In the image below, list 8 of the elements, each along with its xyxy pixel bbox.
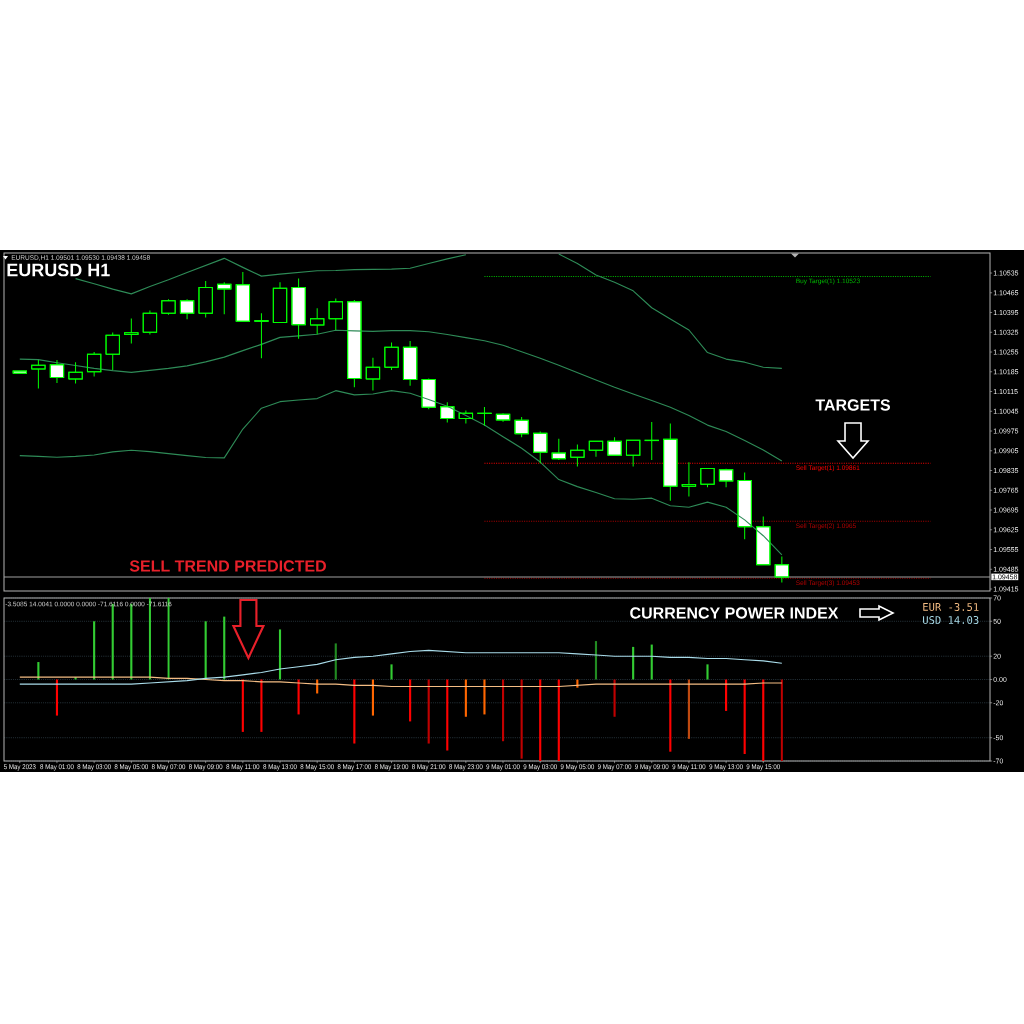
- annotation: SELL TREND PREDICTED: [129, 560, 326, 572]
- text: -3.51: [949, 603, 979, 611]
- chart-title: EURUSD H1: [7, 263, 110, 277]
- text: USD: [923, 616, 941, 624]
- annotation: CURRENCY POWER INDEX: [630, 607, 839, 619]
- text: EUR: [923, 603, 942, 611]
- text: TARGETS: [815, 399, 891, 411]
- text: 14.03: [948, 616, 979, 624]
